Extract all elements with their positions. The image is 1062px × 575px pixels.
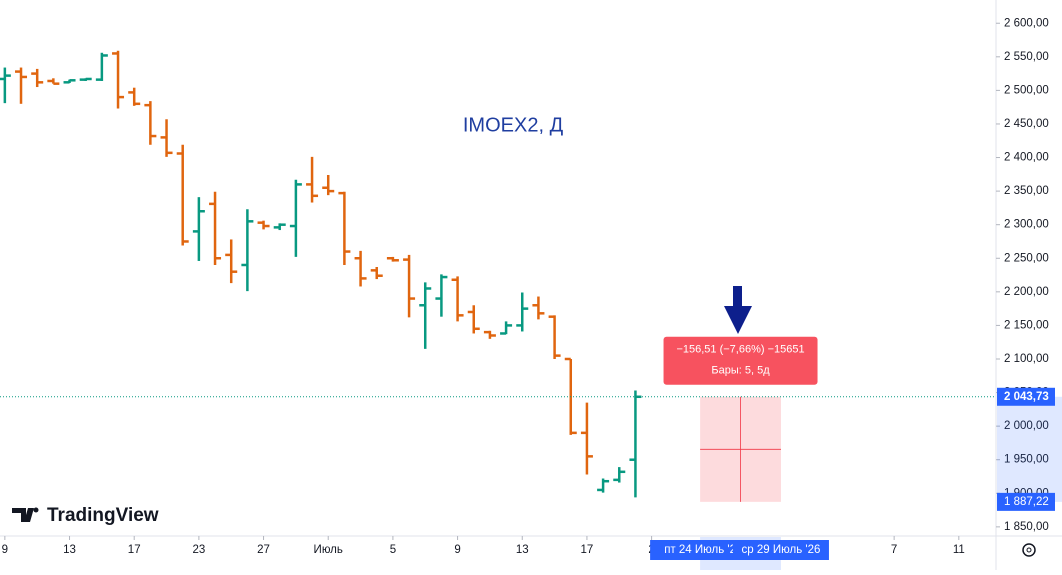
date-tag xyxy=(650,540,751,560)
ohlc-bar xyxy=(15,67,28,104)
ohlc-bar xyxy=(225,239,238,284)
ohlc-bar xyxy=(483,330,496,339)
ohlc-bar xyxy=(112,50,125,109)
ohlc-bar xyxy=(548,315,561,359)
ohlc-bar xyxy=(192,197,205,261)
date-tag xyxy=(732,540,829,560)
ohlc-bar xyxy=(144,101,157,145)
last-price-label: 2 043,73 xyxy=(1004,391,1049,403)
ohlc-bar xyxy=(597,478,610,493)
ohlc-bar xyxy=(47,78,60,85)
x-tick-label: 9 xyxy=(2,544,8,556)
y-tick-label: 2 000,00 xyxy=(1004,420,1049,432)
ohlc-bar xyxy=(31,68,44,88)
ohlc-bar xyxy=(500,321,513,335)
ohlc-bar xyxy=(532,296,545,320)
x-tick-label: 27 xyxy=(257,544,270,556)
y-range-highlight xyxy=(997,396,1062,502)
y-tick-label: 2 150,00 xyxy=(1004,319,1049,331)
y-tick-label: 1 850,00 xyxy=(1004,521,1049,533)
ohlc-bar xyxy=(95,52,108,81)
measure-change: −156,51 (−7,66%) −15651 xyxy=(676,344,804,356)
ohlc-bar xyxy=(306,156,319,203)
x-tick-label: 9 xyxy=(454,544,460,556)
ohlc-bar xyxy=(241,209,254,292)
y-tick-label: 2 400,00 xyxy=(1004,152,1049,164)
date-tag-label: ср 29 Июль '26 xyxy=(742,544,821,556)
ohlc-bar xyxy=(613,467,626,483)
y-tick-label: 2 500,00 xyxy=(1004,84,1049,96)
x-tick-label: 23 xyxy=(192,544,205,556)
ohlc-bar xyxy=(580,402,593,475)
last-price-tag xyxy=(997,387,1055,406)
x-tick-label: 13 xyxy=(516,544,529,556)
chart-title: IMOEX2, Д xyxy=(463,114,564,136)
x-tick-label: 7 xyxy=(891,544,897,556)
y-tick-label: 2 550,00 xyxy=(1004,51,1049,63)
measure-bars: Бары: 5, 5д xyxy=(711,365,770,377)
ohlc-bar xyxy=(322,174,335,196)
measure-box xyxy=(663,336,818,385)
ohlc-bar xyxy=(209,191,222,265)
brand: TradingView xyxy=(47,505,159,526)
ohlc-bar xyxy=(0,67,11,104)
ohlc-bar xyxy=(435,274,448,317)
ohlc-bar xyxy=(273,223,286,231)
x-tick-label: Июль xyxy=(314,544,343,556)
ohlc-bar xyxy=(419,282,432,349)
y-tick-label: 2 200,00 xyxy=(1004,286,1049,298)
ohlc-bar xyxy=(176,144,189,246)
ohlc-bar xyxy=(338,191,351,265)
y-tick-label: 1 950,00 xyxy=(1004,454,1049,466)
x-tick-label: 13 xyxy=(63,544,76,556)
x-tick-label: 17 xyxy=(581,544,594,556)
y-tick-label: 2 600,00 xyxy=(1004,17,1049,29)
date-tag-label: пт 24 Июль '2 xyxy=(664,544,736,556)
ohlc-bar xyxy=(63,79,76,84)
settings-icon[interactable] xyxy=(1022,543,1036,557)
x-tick-label: 17 xyxy=(128,544,141,556)
y-tick-label: 2 300,00 xyxy=(1004,219,1049,231)
ohlc-bar xyxy=(79,77,92,81)
y-tick-label: 2 100,00 xyxy=(1004,353,1049,365)
x-tick-label: 5 xyxy=(390,544,396,556)
ohlc-bar xyxy=(128,87,141,106)
ohlc-bar xyxy=(354,250,367,287)
y-tick-label: 2 350,00 xyxy=(1004,185,1049,197)
ohlc-bar xyxy=(403,254,416,318)
ohlc-bar xyxy=(257,220,270,230)
price-tag-label: 1 887,22 xyxy=(1004,496,1049,508)
y-tick-label: 2 250,00 xyxy=(1004,252,1049,264)
ohlc-bar xyxy=(160,119,173,157)
ohlc-bar xyxy=(289,179,302,257)
logo xyxy=(12,507,39,522)
x-tick-label: 11 xyxy=(953,544,965,556)
ohlc-bar xyxy=(451,276,464,322)
price-tag xyxy=(997,492,1055,511)
ohlc-bar xyxy=(386,256,399,262)
arrow xyxy=(724,286,752,334)
y-tick-label: 2 450,00 xyxy=(1004,118,1049,130)
ohlc-bar xyxy=(467,305,480,334)
ohlc-bar xyxy=(516,292,529,332)
ohlc-bar xyxy=(370,266,383,280)
